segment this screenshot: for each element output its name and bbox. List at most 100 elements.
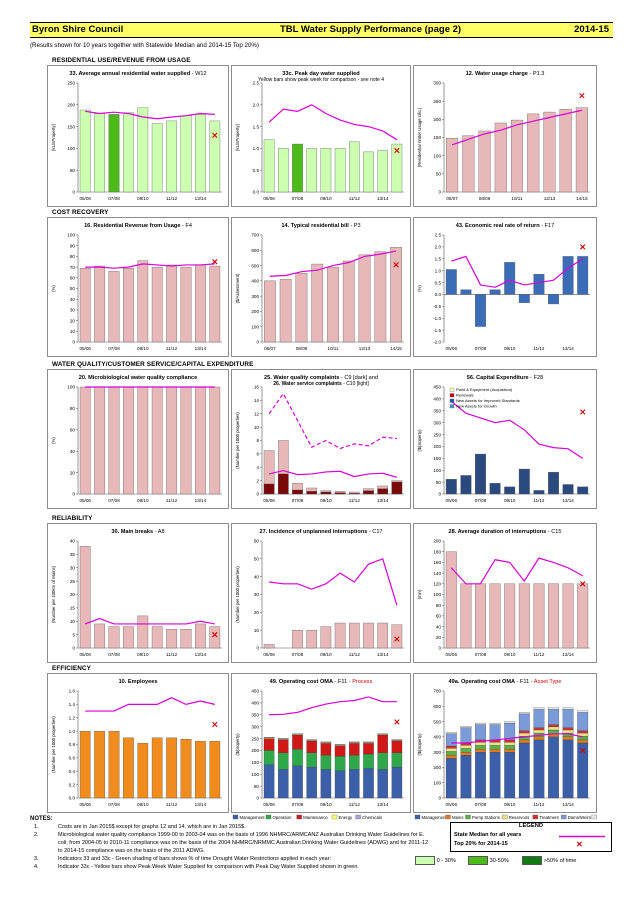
- legend-label: Energy: [339, 815, 353, 820]
- y-tick-label: 200: [433, 765, 441, 770]
- y-tick-label: 0: [438, 646, 441, 651]
- top20-marker: [580, 244, 586, 250]
- bar: [151, 266, 163, 343]
- x-tick-label: 07/08: [292, 652, 304, 657]
- bar-segment-treatment: [518, 730, 530, 734]
- x-tick-label: 06/07: [446, 196, 458, 201]
- y-tick-label: 100: [251, 324, 259, 329]
- bar: [377, 150, 388, 193]
- bar-segment-pump-stations: [475, 745, 486, 750]
- bar-segment-management: [334, 770, 346, 799]
- x-tick-label: 09/10: [137, 802, 149, 807]
- bar-segment-chemicals: [263, 737, 275, 738]
- top20-marker: [394, 719, 400, 725]
- bar: [504, 262, 516, 295]
- bar-segment-operation: [377, 752, 388, 770]
- chart-title: 28. Average duration of interruptions - …: [448, 529, 561, 535]
- legend-label: Dams/Weirs: [568, 815, 591, 820]
- median-line-service: [268, 392, 397, 450]
- x-tick-label: 13/14: [377, 652, 389, 657]
- x-tick-label: 07/08: [108, 346, 120, 351]
- y-tick-label: 200: [251, 309, 259, 314]
- bar-segment-management: [504, 752, 516, 799]
- bar: [166, 737, 177, 799]
- median-line: [269, 696, 397, 716]
- bar-dark: [320, 491, 332, 495]
- bar-segment-management: [475, 752, 486, 799]
- y-tick-label: 0.6: [69, 756, 76, 761]
- y-tick-label: 100: [433, 153, 441, 158]
- bar: [478, 130, 491, 193]
- y-axis-label: (Number per 1000 properties): [51, 716, 56, 773]
- legend-top20-marker: ✕: [576, 840, 583, 849]
- legend-swatch: [561, 814, 567, 820]
- y-axis-label: (%): [51, 437, 56, 444]
- legend-label: Management: [240, 815, 266, 820]
- bar-segment-management: [349, 769, 360, 799]
- top20-marker: [580, 409, 586, 415]
- bar: [108, 730, 120, 799]
- y-tick-label: 100: [251, 772, 259, 777]
- y-axis-label: (%): [417, 285, 422, 292]
- x-tick-label: 08/09: [296, 346, 308, 351]
- y-tick-label: 25: [70, 579, 76, 584]
- legend-swatch: [449, 404, 455, 409]
- bar-segment-operation: [320, 755, 332, 770]
- chart-25-complaints: 25. Water quality complaints - C9 [dark]…: [231, 369, 411, 509]
- bar-segment-maintenance: [263, 738, 275, 751]
- chart-14-typical-bill: 14. Typical residential bill - P3 0 100 200…: [231, 217, 411, 357]
- x-tick-label: 07/08: [108, 802, 120, 807]
- chart-title: 33. Average annual residential water sup…: [69, 71, 206, 77]
- bar: [278, 148, 289, 193]
- bar: [391, 624, 403, 649]
- y-tick-label: 0.0: [435, 292, 442, 297]
- y-tick-label: 10: [70, 329, 76, 334]
- legend-swatch: [445, 814, 451, 820]
- bar: [263, 139, 275, 193]
- bar: [445, 269, 457, 295]
- y-axis-label: (kL/sProperty): [51, 123, 56, 151]
- bar-segment-other: [577, 710, 589, 713]
- swatch-0-30: [415, 856, 435, 865]
- bar: [391, 143, 403, 193]
- x-tick-label: 13/14: [377, 802, 389, 807]
- bar: [195, 623, 206, 649]
- legend-label: Maintenance: [303, 815, 328, 820]
- y-tick-label: 100: [67, 146, 75, 151]
- median-line: [85, 110, 215, 120]
- bar-segment-reservoirs: [562, 729, 574, 734]
- y-tick-label: 40: [436, 624, 442, 629]
- y-tick-label: 200: [433, 444, 441, 449]
- bar: [320, 626, 332, 649]
- bar: [475, 453, 486, 495]
- bar: [358, 254, 371, 343]
- x-tick-label: 11/12: [349, 196, 361, 201]
- y-tick-label: 14: [254, 398, 260, 403]
- bar: [123, 626, 134, 649]
- bar-segment-other: [562, 707, 574, 710]
- y-tick-label: 1.6: [69, 689, 76, 694]
- bar-segment-management: [278, 769, 289, 799]
- x-tick-label: 07/08: [475, 498, 487, 503]
- bar-segment-maintenance: [320, 743, 332, 756]
- y-tick-label: 100: [67, 385, 75, 390]
- y-tick-label: 100: [433, 592, 441, 597]
- bar: [209, 740, 221, 799]
- chart-subtitle: Yellow bars show peak week for compariso…: [258, 77, 384, 83]
- bar: [460, 583, 472, 649]
- bar-segment-maintenance: [349, 743, 360, 756]
- note-item: 3. Indicators 33 and 33c - Green shading …: [34, 856, 332, 862]
- x-tick-label: 11/12: [166, 802, 178, 807]
- bar-segment-mains: [577, 739, 589, 744]
- y-tick-label: 16: [254, 385, 260, 390]
- y-tick-label: 160: [433, 560, 441, 565]
- y-tick-label: 30: [70, 308, 76, 313]
- bar-segment-other: [533, 707, 545, 710]
- legend-label: New Assets for Improved Standards: [456, 398, 520, 403]
- bar-segment-pump-stations: [489, 745, 501, 750]
- bar-segment-reservoirs: [533, 729, 545, 734]
- x-tick-label: 12/13: [544, 196, 556, 201]
- median-line: [268, 469, 398, 478]
- x-tick-label: 11/12: [533, 802, 545, 807]
- bar: [363, 151, 374, 193]
